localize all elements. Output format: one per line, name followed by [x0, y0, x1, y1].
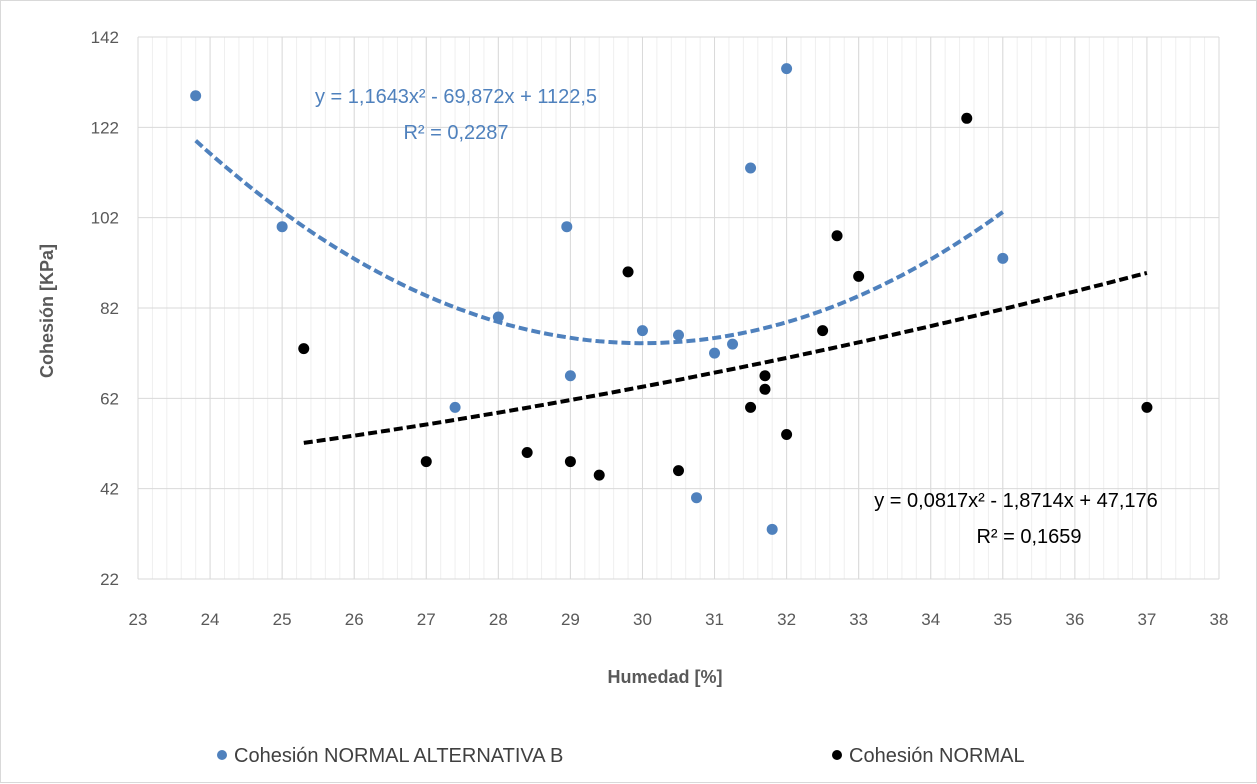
x-tick-label: 37: [1137, 610, 1156, 629]
data-point-blue: [727, 338, 739, 350]
trendline-blue: [194, 139, 1004, 346]
legend-marker-black: [832, 750, 842, 760]
data-point-blue: [781, 63, 793, 75]
trendline-equation-blue: y = 1,1643x² - 69,872x + 1122,5: [315, 86, 597, 108]
x-tick-label: 26: [345, 610, 364, 629]
data-point-blue: [564, 370, 576, 382]
data-point-blue: [691, 492, 703, 504]
x-tick-label: 30: [633, 610, 652, 629]
legend-label-blue: Cohesión NORMAL ALTERNATIVA B: [234, 745, 563, 767]
data-point-black: [521, 447, 533, 459]
y-tick-label: 22: [100, 570, 119, 589]
data-point-blue: [276, 221, 288, 233]
x-tick-label: 24: [201, 610, 220, 629]
data-point-black: [420, 456, 432, 468]
x-tick-label: 27: [417, 610, 436, 629]
data-point-black: [622, 266, 634, 278]
x-tick-label: 34: [921, 610, 940, 629]
trendline-black: [303, 270, 1148, 445]
x-tick-label: 25: [273, 610, 292, 629]
y-tick-label: 122: [91, 118, 119, 137]
trendline-r2-blue: R² = 0,2287: [403, 122, 508, 144]
x-tick-label: 36: [1065, 610, 1084, 629]
y-tick-label: 142: [91, 28, 119, 47]
trendlines: [194, 139, 1148, 445]
data-point-blue: [449, 401, 461, 413]
y-tick-label: 42: [100, 480, 119, 499]
data-point-blue: [636, 325, 648, 337]
x-tick-label: 35: [993, 610, 1012, 629]
data-point-black: [817, 325, 829, 337]
x-tick-label: 23: [129, 610, 148, 629]
y-axis-title: Cohesión [KPa]: [37, 244, 57, 378]
legend-marker-blue: [217, 750, 227, 760]
x-axis-ticks: 23 24 25 26 27 28 29 30 31 32 33 34 35 36 37 38: [129, 610, 1229, 629]
data-point-black: [1141, 401, 1153, 413]
data-point-black: [564, 456, 576, 468]
data-point-blue: [190, 90, 202, 102]
data-point-blue: [745, 162, 757, 174]
data-point-black: [831, 230, 843, 242]
data-point-black: [759, 370, 771, 382]
data-point-black: [961, 112, 973, 124]
x-tick-label: 31: [705, 610, 724, 629]
trendline-r2-black: R² = 0,1659: [976, 526, 1081, 548]
y-tick-label: 82: [100, 299, 119, 318]
legend-label-black: Cohesión NORMAL: [849, 745, 1025, 767]
trendline-equation-black: y = 0,0817x² - 1,8714x + 47,176: [874, 490, 1158, 512]
y-tick-label: 102: [91, 209, 119, 228]
data-point-black: [745, 401, 757, 413]
x-tick-label: 38: [1210, 610, 1229, 629]
data-point-black: [673, 465, 684, 477]
data-point-black: [853, 270, 865, 282]
data-point-black: [593, 469, 605, 481]
data-points: [190, 63, 1153, 535]
data-point-blue: [492, 311, 504, 323]
data-point-blue: [766, 523, 778, 535]
y-tick-label: 62: [100, 389, 119, 408]
y-axis-ticks: 22 42 62 82 102 122 142: [91, 28, 119, 589]
x-tick-label: 33: [849, 610, 868, 629]
data-point-blue: [673, 329, 684, 341]
legend: Cohesión NORMAL ALTERNATIVA B Cohesión N…: [217, 745, 1025, 767]
x-tick-label: 29: [561, 610, 580, 629]
data-point-blue: [709, 347, 721, 359]
data-point-black: [759, 383, 771, 395]
data-point-blue: [997, 252, 1009, 264]
data-point-black: [298, 343, 310, 355]
gridlines: [137, 36, 1220, 580]
data-point-blue: [561, 221, 573, 233]
x-tick-label: 32: [777, 610, 796, 629]
x-tick-label: 28: [489, 610, 508, 629]
x-axis-title: Humedad [%]: [607, 667, 722, 687]
data-point-black: [781, 428, 793, 440]
